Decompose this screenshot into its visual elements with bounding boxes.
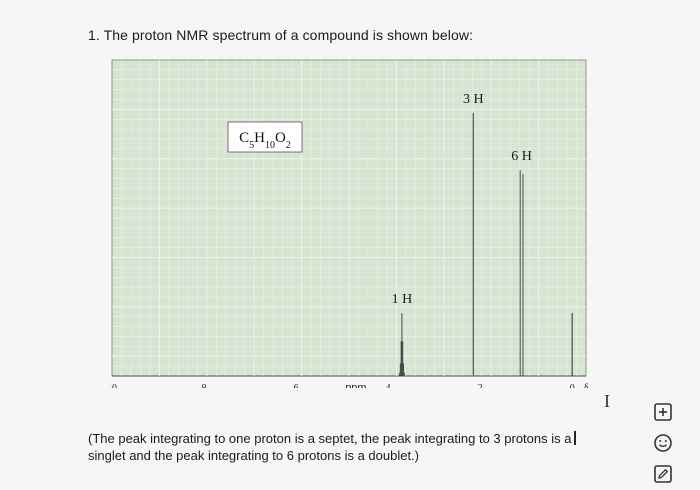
add-box-button[interactable] xyxy=(652,401,674,423)
smiley-button[interactable] xyxy=(652,432,674,454)
formula-element: C xyxy=(239,130,249,146)
x-tick-label: 4 xyxy=(386,383,391,388)
formula-subscript: 10 xyxy=(265,140,275,151)
x-tick-label: 8 xyxy=(202,383,207,388)
caption: (The peak integrating to one proton is a… xyxy=(88,430,608,464)
edit-box-button[interactable] xyxy=(652,463,674,485)
add-box-icon xyxy=(654,403,672,421)
integration-label: 1 H xyxy=(392,292,413,307)
smiley-icon xyxy=(654,434,672,452)
text-caret xyxy=(574,431,576,445)
x-tick-label: 6 xyxy=(294,383,299,388)
molecular-formula: C5H10O2 xyxy=(239,130,291,151)
caption-line-1: (The peak integrating to one proton is a… xyxy=(88,430,608,447)
integration-label: 6 H xyxy=(511,149,532,164)
nmr-spectrum: 1 H3 H6 H 1086420δppm© 2006 Brooks/Cole … xyxy=(110,58,588,388)
x-axis-label: ppm xyxy=(345,382,366,388)
formula-subscript: 5 xyxy=(249,140,254,151)
x-extra-tick-label: δ xyxy=(584,382,588,388)
edit-box-icon xyxy=(654,465,672,483)
formula-element: H xyxy=(254,130,265,146)
formula-subscript: 2 xyxy=(286,140,291,151)
integration-label: 3 H xyxy=(463,92,484,107)
question-text: 1. The proton NMR spectrum of a compound… xyxy=(88,27,474,43)
nmr-chart-svg: 1 H3 H6 H 1086420δppm© 2006 Brooks/Cole … xyxy=(110,59,588,388)
x-tick-label: 10 xyxy=(110,383,117,388)
formula-element: O xyxy=(275,130,286,146)
text-cursor-icon: I xyxy=(604,391,610,411)
formula-box xyxy=(227,121,303,153)
side-toolbar xyxy=(652,401,678,485)
x-tick-label: 2 xyxy=(478,383,483,388)
caption-line-2: singlet and the peak integrating to 6 pr… xyxy=(88,448,419,463)
x-tick-label: 0 xyxy=(570,383,575,388)
